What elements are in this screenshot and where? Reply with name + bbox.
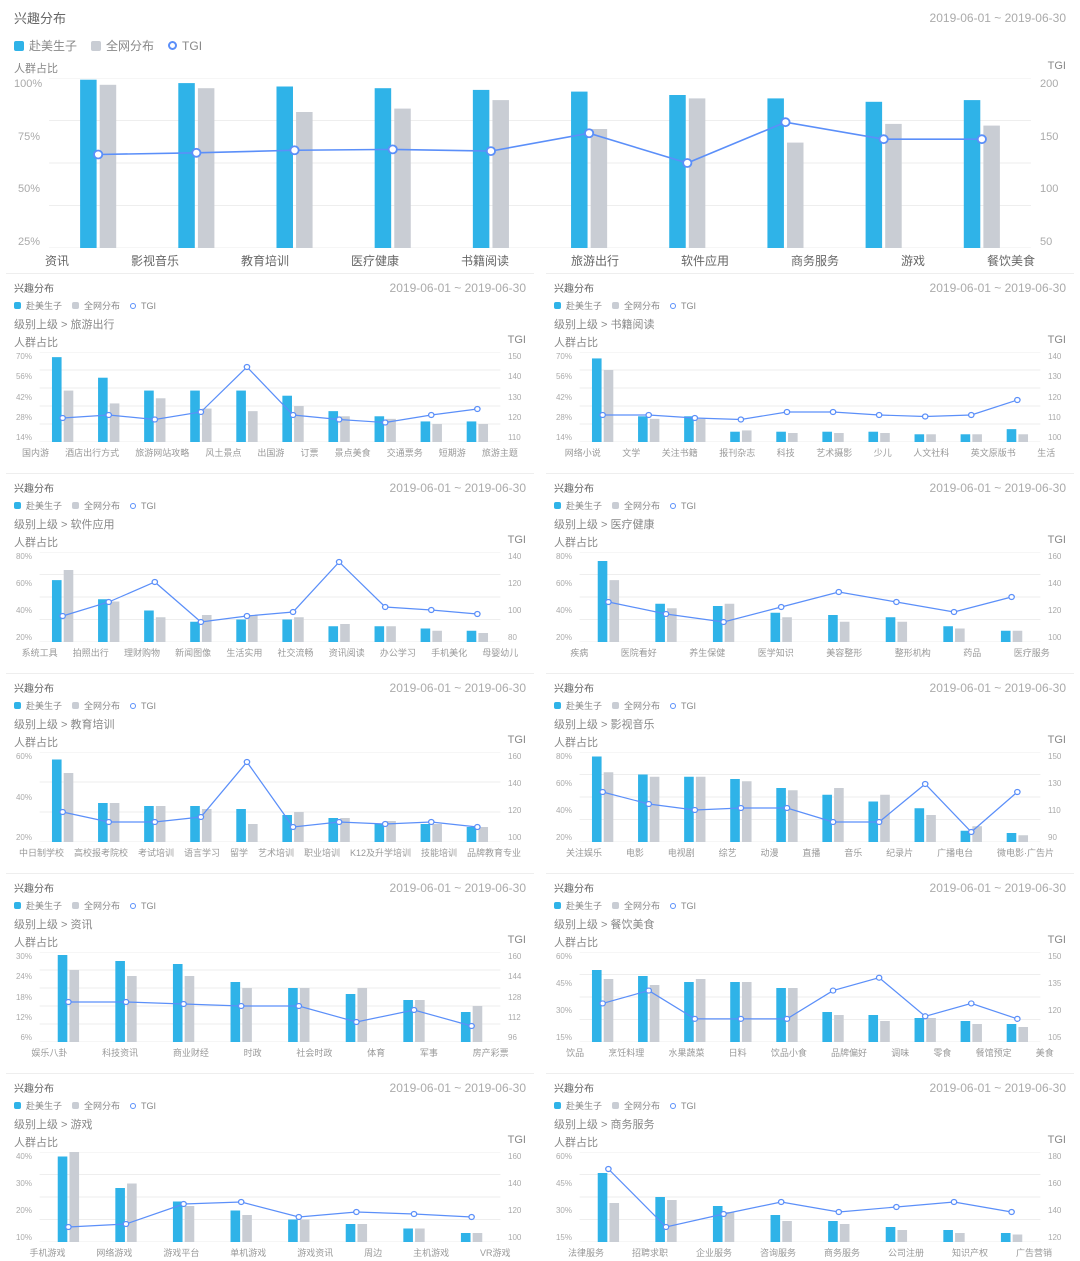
legend-item-b[interactable]: 全网分布 [612,699,660,712]
legend-item-a[interactable]: 赴美生子 [14,299,62,312]
breadcrumb: 级别上级 > 餐饮美食 [554,916,1066,932]
legend-item-a[interactable]: 赴美生子 [554,1099,602,1112]
small-title: 兴趣分布 [14,1080,54,1095]
legend-item-c[interactable]: TGI [130,901,156,911]
small-title: 兴趣分布 [14,480,54,495]
small-date: 2019-06-01 ~ 2019-06-30 [390,481,526,495]
small-date: 2019-06-01 ~ 2019-06-30 [930,1081,1066,1095]
legend-item-b[interactable]: 全网分布 [72,499,120,512]
breadcrumb: 级别上级 > 旅游出行 [14,316,526,332]
legend-item-a[interactable]: 赴美生子 [14,1099,62,1112]
main-panel: 兴趣分布 2019-06-01 ~ 2019-06-30 赴美生子 全网分布 T… [0,0,1080,273]
small-panel: 兴趣分布 2019-06-01 ~ 2019-06-30 赴美生子 全网分布 T… [546,873,1074,1061]
legend-item-a[interactable]: 赴美生子 [14,37,77,54]
breadcrumb: 级别上级 > 商务服务 [554,1116,1066,1132]
small-date: 2019-06-01 ~ 2019-06-30 [930,481,1066,495]
legend-item-a[interactable]: 赴美生子 [554,499,602,512]
main-title: 兴趣分布 [14,8,66,27]
small-panel: 兴趣分布 2019-06-01 ~ 2019-06-30 赴美生子 全网分布 T… [546,673,1074,861]
main-x-labels: 资讯影视音乐教育培训医疗健康书籍阅读旅游出行软件应用商务服务游戏餐饮美食 [14,252,1066,269]
legend-item-b[interactable]: 全网分布 [612,499,660,512]
legend-item-b[interactable]: 全网分布 [612,1099,660,1112]
small-date: 2019-06-01 ~ 2019-06-30 [390,681,526,695]
legend-item-b[interactable]: 全网分布 [612,899,660,912]
small-title: 兴趣分布 [554,880,594,895]
legend-item-c[interactable]: TGI [130,701,156,711]
legend-item-c[interactable]: TGI [670,701,696,711]
legend-item-c[interactable]: TGI [130,1101,156,1111]
main-legend: 赴美生子 全网分布 TGI [14,37,1066,54]
legend-item-c[interactable]: TGI [168,39,202,53]
breadcrumb: 级别上级 > 教育培训 [14,716,526,732]
small-panel: 兴趣分布 2019-06-01 ~ 2019-06-30 赴美生子 全网分布 T… [6,1073,534,1261]
small-title: 兴趣分布 [14,280,54,295]
legend-item-b[interactable]: 全网分布 [72,899,120,912]
legend-item-c[interactable]: TGI [670,1101,696,1111]
main-chart: 100%75%50%25% 20015010050 [14,78,1066,248]
small-panel: 兴趣分布 2019-06-01 ~ 2019-06-30 赴美生子 全网分布 T… [6,273,534,461]
small-title: 兴趣分布 [554,1080,594,1095]
legend-item-a[interactable]: 赴美生子 [14,499,62,512]
legend-item-b[interactable]: 全网分布 [72,699,120,712]
legend-item-a[interactable]: 赴美生子 [554,899,602,912]
legend-item-c[interactable]: TGI [130,501,156,511]
small-panel: 兴趣分布 2019-06-01 ~ 2019-06-30 赴美生子 全网分布 T… [6,873,534,1061]
small-date: 2019-06-01 ~ 2019-06-30 [390,281,526,295]
axis-labels: 人群占比 TGI [14,60,1066,76]
small-panel: 兴趣分布 2019-06-01 ~ 2019-06-30 赴美生子 全网分布 T… [6,673,534,861]
legend-item-c[interactable]: TGI [670,901,696,911]
small-date: 2019-06-01 ~ 2019-06-30 [390,881,526,895]
small-panel: 兴趣分布 2019-06-01 ~ 2019-06-30 赴美生子 全网分布 T… [546,473,1074,661]
small-date: 2019-06-01 ~ 2019-06-30 [930,681,1066,695]
small-title: 兴趣分布 [554,280,594,295]
small-date: 2019-06-01 ~ 2019-06-30 [390,1081,526,1095]
small-date: 2019-06-01 ~ 2019-06-30 [930,881,1066,895]
small-panel: 兴趣分布 2019-06-01 ~ 2019-06-30 赴美生子 全网分布 T… [546,1073,1074,1261]
breadcrumb: 级别上级 > 资讯 [14,916,526,932]
small-title: 兴趣分布 [14,880,54,895]
breadcrumb: 级别上级 > 书籍阅读 [554,316,1066,332]
legend-item-b[interactable]: 全网分布 [72,1099,120,1112]
legend-item-a[interactable]: 赴美生子 [14,899,62,912]
breadcrumb: 级别上级 > 医疗健康 [554,516,1066,532]
legend-item-b[interactable]: 全网分布 [72,299,120,312]
legend-item-a[interactable]: 赴美生子 [554,699,602,712]
small-title: 兴趣分布 [554,680,594,695]
breadcrumb: 级别上级 > 影视音乐 [554,716,1066,732]
legend-item-a[interactable]: 赴美生子 [554,299,602,312]
main-date-range: 2019-06-01 ~ 2019-06-30 [930,11,1066,25]
main-header: 兴趣分布 2019-06-01 ~ 2019-06-30 [14,8,1066,27]
legend-item-b[interactable]: 全网分布 [91,37,154,54]
legend-item-b[interactable]: 全网分布 [612,299,660,312]
legend-item-c[interactable]: TGI [130,301,156,311]
small-panel: 兴趣分布 2019-06-01 ~ 2019-06-30 赴美生子 全网分布 T… [546,273,1074,461]
small-title: 兴趣分布 [14,680,54,695]
small-title: 兴趣分布 [554,480,594,495]
breadcrumb: 级别上级 > 游戏 [14,1116,526,1132]
small-panels-grid: 兴趣分布 2019-06-01 ~ 2019-06-30 赴美生子 全网分布 T… [0,273,1080,1261]
legend-item-c[interactable]: TGI [670,501,696,511]
legend-item-c[interactable]: TGI [670,301,696,311]
breadcrumb: 级别上级 > 软件应用 [14,516,526,532]
small-panel: 兴趣分布 2019-06-01 ~ 2019-06-30 赴美生子 全网分布 T… [6,473,534,661]
legend-item-a[interactable]: 赴美生子 [14,699,62,712]
small-date: 2019-06-01 ~ 2019-06-30 [930,281,1066,295]
